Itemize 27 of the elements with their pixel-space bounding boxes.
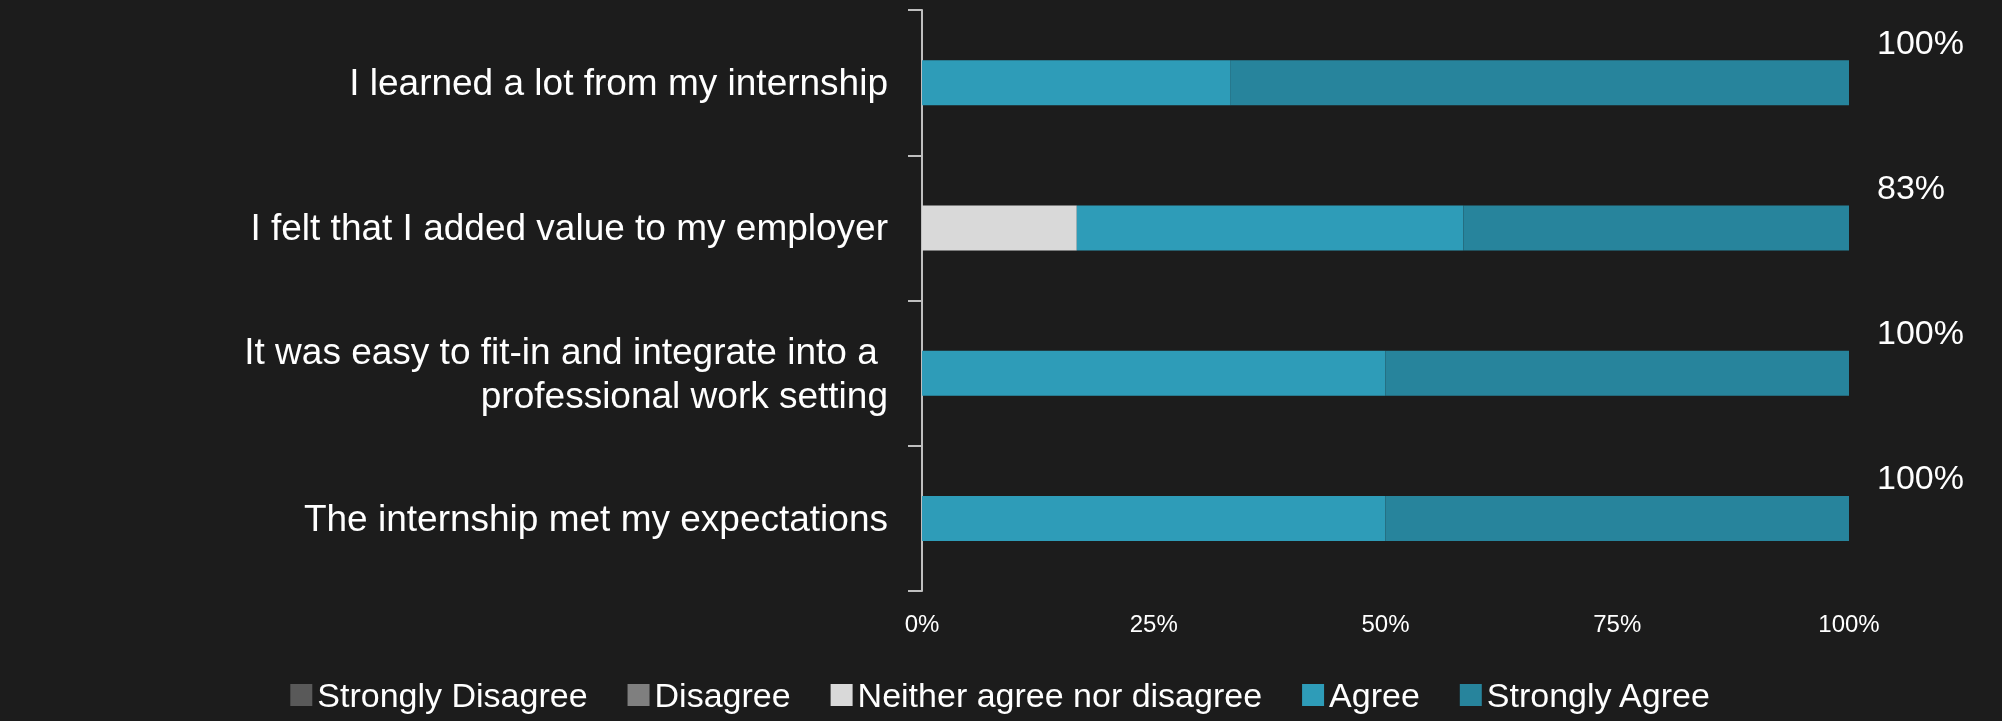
x-tick-label: 25% (1129, 609, 1178, 637)
bar (922, 60, 1231, 106)
bar (922, 495, 1386, 541)
text: 100% (1877, 22, 1964, 61)
x-tick-label: 0% (904, 609, 940, 637)
legend-label: Strongly Agree (1486, 676, 1710, 714)
x-tick-label: 50% (1361, 609, 1410, 637)
text: 100% (1877, 313, 1964, 352)
bar (1076, 205, 1464, 251)
legend-label: Strongly Disagree (317, 676, 588, 714)
bar (1385, 495, 1849, 541)
y-tick-label: I learned a lot from my internship (349, 62, 888, 104)
bar (922, 350, 1386, 396)
y-tick-label: I felt that I added value to my employer (250, 207, 888, 249)
y-tick-label: The internship met my expectations (303, 497, 888, 539)
bar (1463, 205, 1849, 251)
x-tick-label: 75% (1593, 609, 1642, 637)
x-tick-label: 100% (1818, 609, 1880, 637)
y-tick-label: It was easy to fit-in and integrate into a professional work setting (244, 330, 888, 416)
bar (1230, 60, 1849, 106)
bar (922, 205, 1077, 251)
text: 83% (1877, 167, 1946, 206)
text: 100% (1877, 458, 1964, 497)
bar (1385, 350, 1849, 396)
legend-label: Neither agree nor disagree (857, 676, 1263, 714)
legend-label: Agree (1329, 676, 1420, 714)
legend-label: Disagree (654, 676, 791, 714)
